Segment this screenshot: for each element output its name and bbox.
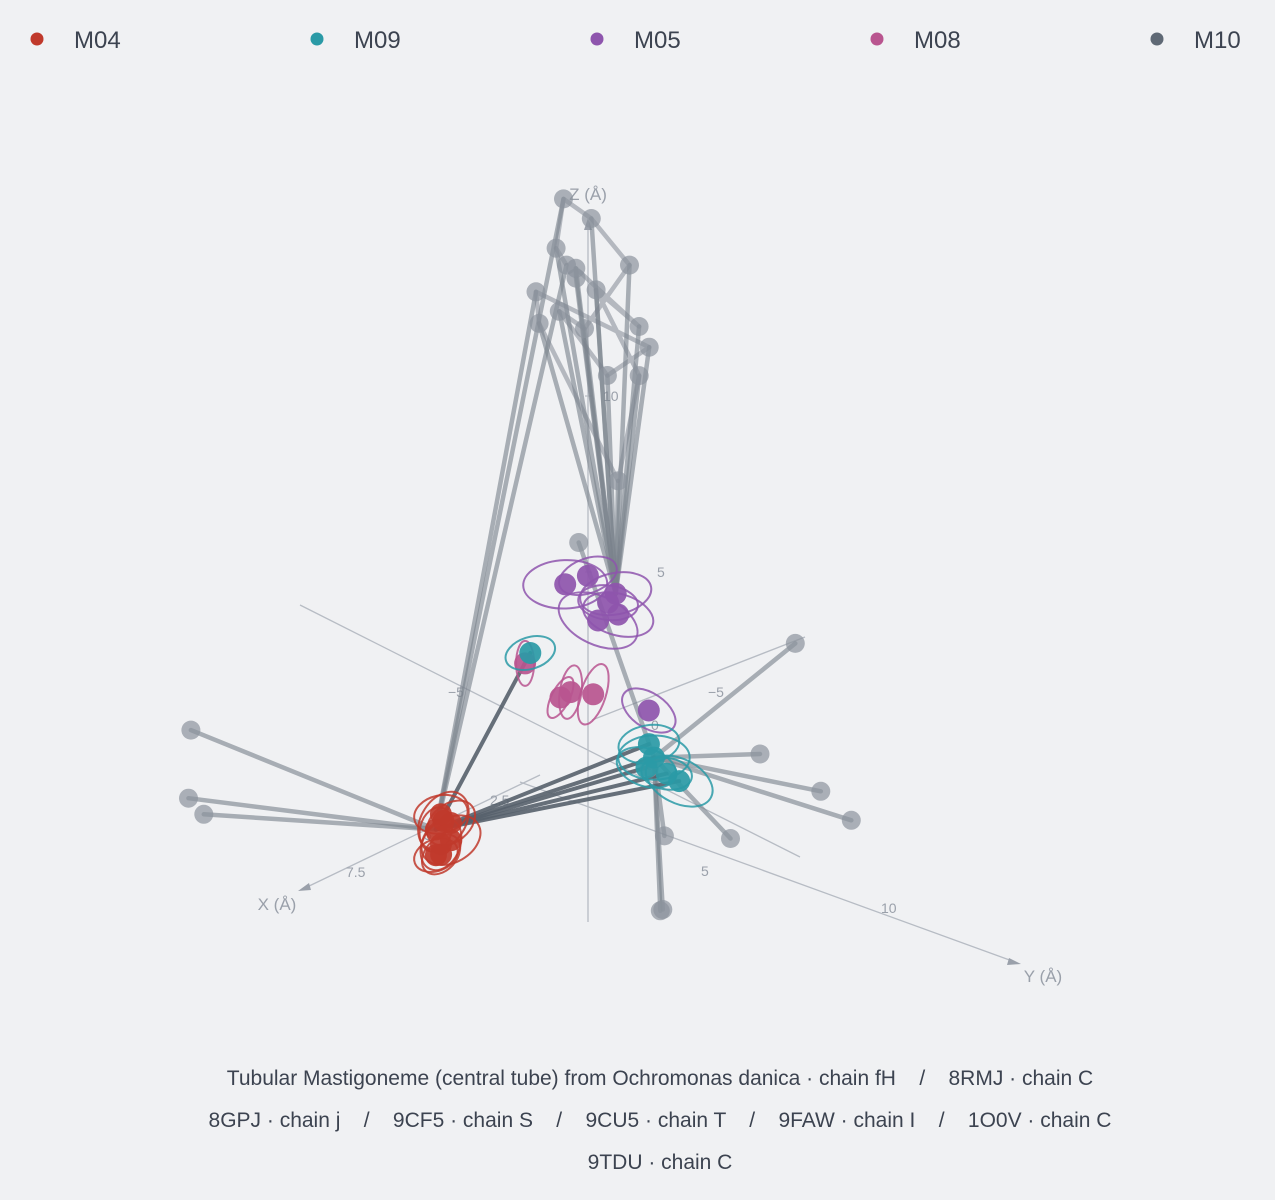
legend-label: M09: [354, 27, 401, 54]
y-axis-arrow-icon: [1007, 958, 1021, 965]
data-point-M04: [429, 803, 452, 826]
error-ellipse-M05: [522, 559, 609, 610]
connection-lines: [186, 196, 854, 914]
data-point-M04: [440, 829, 462, 852]
data-point-M10: [811, 781, 831, 801]
data-point-M05: [587, 609, 610, 632]
data-point-M10: [750, 744, 770, 764]
y-axis-line: [519, 781, 1016, 963]
legend-swatch: [590, 32, 604, 46]
data-point-M10: [181, 720, 201, 740]
data-point-M10: [546, 238, 566, 258]
series-line-M10: [186, 795, 439, 832]
legend-label: M05: [634, 27, 681, 54]
data-point-M10: [575, 319, 594, 339]
error-ellipse-M05: [621, 687, 677, 734]
data-point-M10: [608, 471, 628, 491]
caption-line: 9TDU · chain C: [588, 1151, 733, 1174]
error-ellipse-M09: [504, 635, 557, 671]
data-point-M05: [607, 603, 630, 626]
z-tick-label: 5: [657, 564, 665, 580]
series-line-M10: [433, 651, 533, 832]
series-line-M10: [201, 812, 439, 832]
series-line-M10: [651, 755, 854, 823]
data-point-M10: [597, 366, 617, 385]
data-point-M10: [721, 829, 740, 848]
data-point-M10: [581, 209, 601, 228]
series-line-M10: [433, 289, 539, 832]
data-point-M10: [841, 810, 861, 830]
data-point-M10: [554, 189, 573, 209]
data-point-M04: [424, 844, 447, 867]
data-point-M05: [637, 699, 660, 722]
x-axis-title: X (Å): [258, 895, 297, 914]
y-tick-label: −5: [708, 684, 724, 700]
y-tick-label: 10: [881, 900, 897, 916]
y-axis-title: Y (Å): [1024, 967, 1062, 986]
data-point-M10: [566, 268, 586, 288]
data-point-M05: [554, 573, 577, 596]
legend-label: M08: [914, 27, 961, 54]
caption-line: Tubular Mastigoneme (central tube) from …: [227, 1067, 1093, 1090]
data-point-M09: [635, 756, 658, 779]
data-points: [179, 189, 861, 921]
data-point-M10: [569, 533, 589, 552]
data-point-M09: [668, 770, 691, 793]
x-axis-line: [299, 604, 801, 858]
z-axis-title: Z (Å): [569, 185, 607, 204]
data-point-M10: [639, 337, 659, 357]
data-point-M10: [654, 826, 674, 846]
data-point-M10: [620, 255, 639, 275]
caption: Tubular Mastigoneme (central tube) from …: [209, 1067, 1112, 1174]
data-point-M10: [526, 282, 546, 302]
legend-swatch: [310, 32, 324, 46]
data-point-M10: [194, 804, 214, 824]
x-axis-line-front: [304, 774, 541, 889]
legend-label: M04: [74, 27, 121, 54]
series-line-M10: [536, 321, 618, 596]
data-point-M10: [629, 317, 649, 336]
series-line-M10: [557, 309, 618, 596]
series-line-M10: [433, 765, 649, 832]
legend-swatch: [1150, 32, 1164, 46]
x-tick-label: 7.5: [346, 864, 366, 880]
data-point-M10: [529, 313, 549, 333]
data-point-M10: [785, 633, 805, 653]
data-point-M10: [586, 280, 606, 300]
legend: M04 M09 M05 M08 M10: [30, 27, 1241, 54]
series-line-M10: [433, 262, 569, 832]
series-line-M10: [651, 751, 763, 760]
data-point-M09: [519, 642, 542, 664]
legend-swatch: [870, 32, 884, 46]
data-point-M10: [629, 366, 649, 386]
caption-line: 8GPJ · chain j / 9CF5 · chain S / 9CU5 ·…: [209, 1109, 1112, 1132]
data-point-M08: [582, 683, 605, 706]
legend-swatch: [30, 32, 44, 46]
legend-label: M10: [1194, 27, 1241, 54]
data-point-M10: [549, 301, 569, 321]
series-line-M10: [593, 287, 618, 596]
series-line-M10: [651, 641, 798, 760]
series-line-M10: [433, 742, 651, 832]
series-line-M10: [188, 727, 439, 832]
x-axis-arrow-icon: [298, 883, 311, 891]
data-point-M10: [179, 788, 198, 808]
y-axis-line-back: [591, 636, 806, 721]
data-point-M10: [650, 901, 670, 921]
y-tick-label: 5: [701, 863, 709, 879]
data-point-M05: [576, 564, 599, 587]
data-point-M08: [549, 686, 572, 709]
